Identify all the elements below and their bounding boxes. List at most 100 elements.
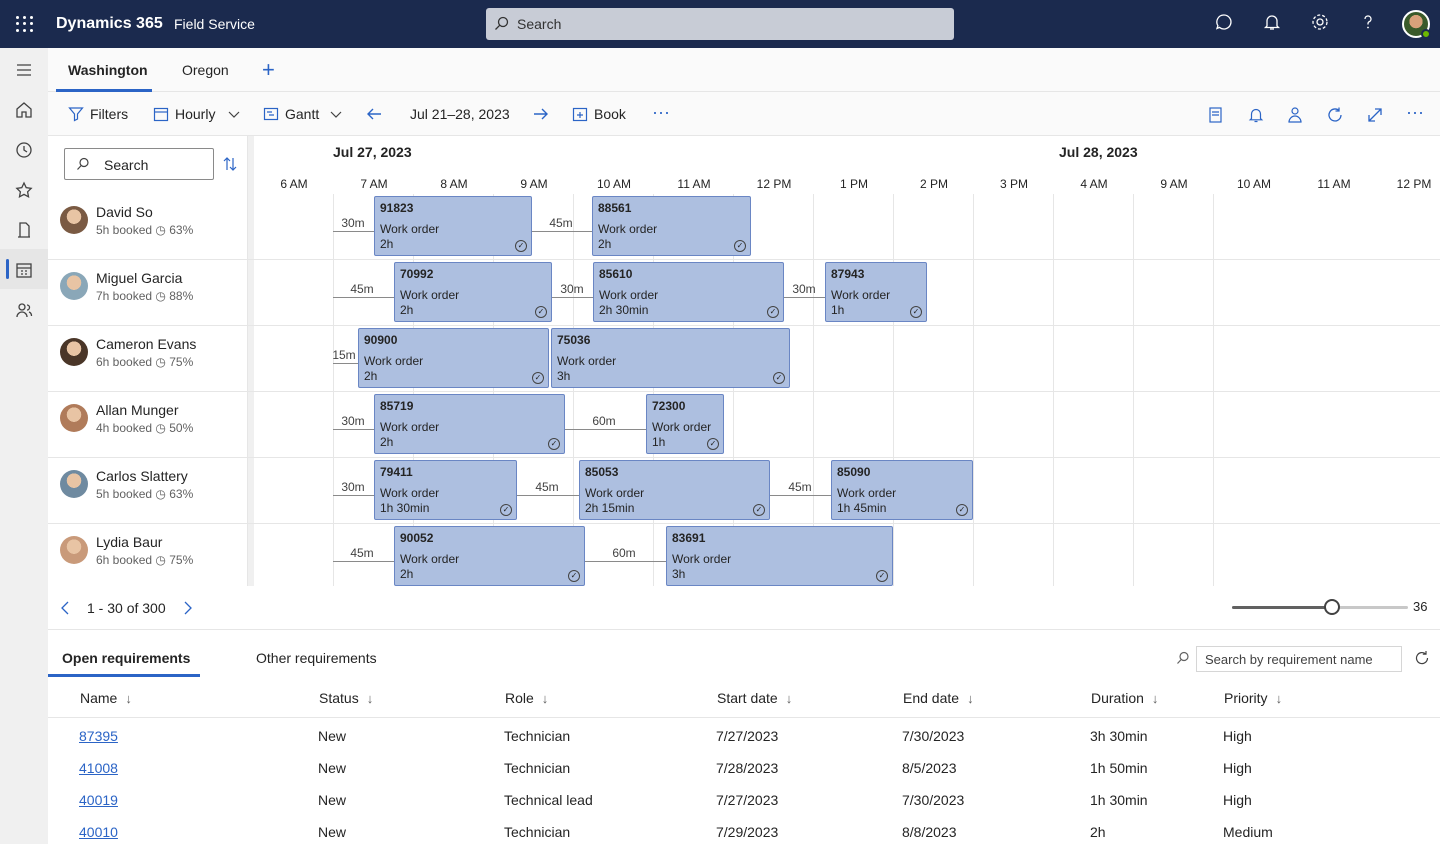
resource-booked-hours: 6h booked: [96, 553, 153, 567]
hour-label: 1 PM: [839, 177, 869, 191]
booking-block[interactable]: 91823 Work order 2h ✓: [374, 196, 532, 256]
booking-type: Work order: [672, 552, 732, 566]
next-page-chevron-icon[interactable]: [181, 600, 195, 616]
requirement-end-date: 8/8/2023: [902, 824, 957, 840]
panel-splitter[interactable]: [248, 136, 254, 586]
column-header-start-date[interactable]: Start date ↓: [717, 690, 792, 706]
zoom-slider[interactable]: [1232, 599, 1408, 615]
column-header-duration[interactable]: Duration ↓: [1091, 690, 1158, 706]
booking-block[interactable]: 90900 Work order 2h ✓: [358, 328, 549, 388]
more-options-icon[interactable]: ···: [652, 102, 670, 122]
booking-status-check-icon: ✓: [535, 306, 547, 318]
booking-block[interactable]: 70992 Work order 2h ✓: [394, 262, 552, 322]
filters-button[interactable]: Filters: [68, 106, 128, 122]
booking-block[interactable]: 85719 Work order 2h ✓: [374, 394, 565, 454]
booking-id: 90052: [400, 531, 434, 545]
tab-washington[interactable]: Washington: [68, 62, 148, 78]
booking-block[interactable]: 85053 Work order 2h 15min ✓: [579, 460, 770, 520]
resource-pager: 1 - 30 of 300 36: [48, 586, 1440, 630]
date-header-jul28: Jul 28, 2023: [1059, 144, 1138, 160]
booking-id: 85719: [380, 399, 414, 413]
booking-status-check-icon: ✓: [568, 570, 580, 582]
resource-cell[interactable]: Cameron Evans 6h booked ◷ 75%: [48, 326, 248, 392]
column-header-end-date[interactable]: End date ↓: [903, 690, 974, 706]
booking-block[interactable]: 88561 Work order 2h ✓: [592, 196, 751, 256]
hour-label: 4 AM: [1080, 177, 1108, 191]
booking-status-check-icon: ✓: [956, 504, 968, 516]
board-settings-icon[interactable]: [1207, 106, 1225, 124]
booking-id: 72300: [652, 399, 686, 413]
prev-page-chevron-icon[interactable]: [58, 600, 72, 616]
booking-duration: 2h: [380, 237, 394, 251]
travel-time-label: 60m: [612, 546, 636, 560]
home-icon[interactable]: [14, 100, 34, 120]
previous-range-arrow-icon[interactable]: [365, 106, 383, 122]
recent-clock-icon[interactable]: [14, 140, 34, 160]
next-range-arrow-icon[interactable]: [532, 106, 550, 122]
refresh-icon[interactable]: [1326, 106, 1344, 124]
view-type-dropdown[interactable]: Gantt: [263, 106, 343, 122]
booking-block[interactable]: 83691 Work order 3h ✓: [666, 526, 893, 586]
alerts-bell-icon[interactable]: [1247, 106, 1265, 124]
booking-block[interactable]: 85610 Work order 2h 30min ✓: [593, 262, 784, 322]
travel-time-label: 45m: [549, 216, 573, 230]
expand-icon[interactable]: [1366, 106, 1384, 124]
booking-block[interactable]: 87943 Work order 1h ✓: [825, 262, 927, 322]
column-header-status[interactable]: Status ↓: [319, 690, 373, 706]
bell-icon[interactable]: [1262, 12, 1282, 32]
user-avatar[interactable]: [1402, 10, 1431, 39]
booking-block[interactable]: 90052 Work order 2h ✓: [394, 526, 585, 586]
pinned-star-icon[interactable]: [14, 180, 34, 200]
app-launcher-icon[interactable]: [14, 14, 34, 34]
booking-block[interactable]: 85090 Work order 1h 45min ✓: [831, 460, 973, 520]
zoom-slider-thumb[interactable]: [1324, 599, 1341, 615]
tab-oregon[interactable]: Oregon: [182, 62, 229, 78]
requirement-link[interactable]: 41008: [79, 760, 118, 776]
travel-time-line: [532, 231, 592, 232]
resource-cell[interactable]: Lydia Baur 6h booked ◷ 75%: [48, 524, 248, 590]
booking-duration: 2h: [380, 435, 394, 449]
help-icon[interactable]: [1358, 12, 1378, 32]
resources-icon[interactable]: [14, 300, 34, 320]
resource-search-input[interactable]: Search: [64, 148, 214, 180]
schedule-board-icon[interactable]: [14, 260, 34, 280]
resource-cell[interactable]: Allan Munger 4h booked ◷ 50%: [48, 392, 248, 458]
column-header-priority[interactable]: Priority ↓: [1224, 690, 1282, 706]
booking-duration: 1h: [831, 303, 845, 317]
resource-cell[interactable]: Carlos Slattery 5h booked ◷ 63%: [48, 458, 248, 524]
requirement-search-input[interactable]: Search by requirement name: [1196, 646, 1402, 672]
date-range-label[interactable]: Jul 21–28, 2023: [410, 106, 510, 122]
resource-cell[interactable]: Miguel Garcia 7h booked ◷ 88%: [48, 260, 248, 326]
booking-block[interactable]: 75036 Work order 3h ✓: [551, 328, 790, 388]
work-orders-icon[interactable]: [14, 220, 34, 240]
hour-label: 10 AM: [1236, 177, 1272, 191]
requirement-link[interactable]: 40019: [79, 792, 118, 808]
hour-label: 2 PM: [919, 177, 949, 191]
resource-row: Allan Munger 4h booked ◷ 50% 30m 60m 85719 Wo…: [48, 392, 1440, 458]
tab-open-requirements[interactable]: Open requirements: [62, 650, 191, 666]
grid-line: [1133, 194, 1134, 586]
grid-line: [813, 194, 814, 586]
brand-title[interactable]: Dynamics 365: [56, 15, 163, 32]
view-scale-dropdown[interactable]: Hourly: [153, 106, 241, 122]
chat-icon[interactable]: [1214, 12, 1234, 32]
nav-selected-indicator: [6, 259, 9, 279]
requirement-link[interactable]: 87395: [79, 728, 118, 744]
booking-block[interactable]: 79411 Work order 1h 30min ✓: [374, 460, 517, 520]
presence-status-icon: [1421, 29, 1431, 39]
gear-icon[interactable]: [1310, 12, 1330, 32]
global-search-input[interactable]: Search: [486, 8, 954, 40]
sort-icon[interactable]: [222, 156, 238, 172]
overflow-more-icon[interactable]: ···: [1406, 102, 1424, 122]
book-button[interactable]: Book: [572, 106, 626, 122]
refresh-requirements-icon[interactable]: [1414, 650, 1430, 666]
tab-other-requirements[interactable]: Other requirements: [256, 650, 377, 666]
requirement-link[interactable]: 40010: [79, 824, 118, 840]
column-header-role[interactable]: Role ↓: [505, 690, 548, 706]
hamburger-menu-icon[interactable]: [14, 60, 34, 80]
resource-person-icon[interactable]: [1286, 106, 1304, 124]
add-tab-icon[interactable]: +: [262, 57, 275, 82]
column-header-name[interactable]: Name ↓: [80, 690, 132, 706]
booking-block[interactable]: 72300 Work order 1h ✓: [646, 394, 724, 454]
resource-cell[interactable]: David So 5h booked ◷ 63%: [48, 194, 248, 260]
